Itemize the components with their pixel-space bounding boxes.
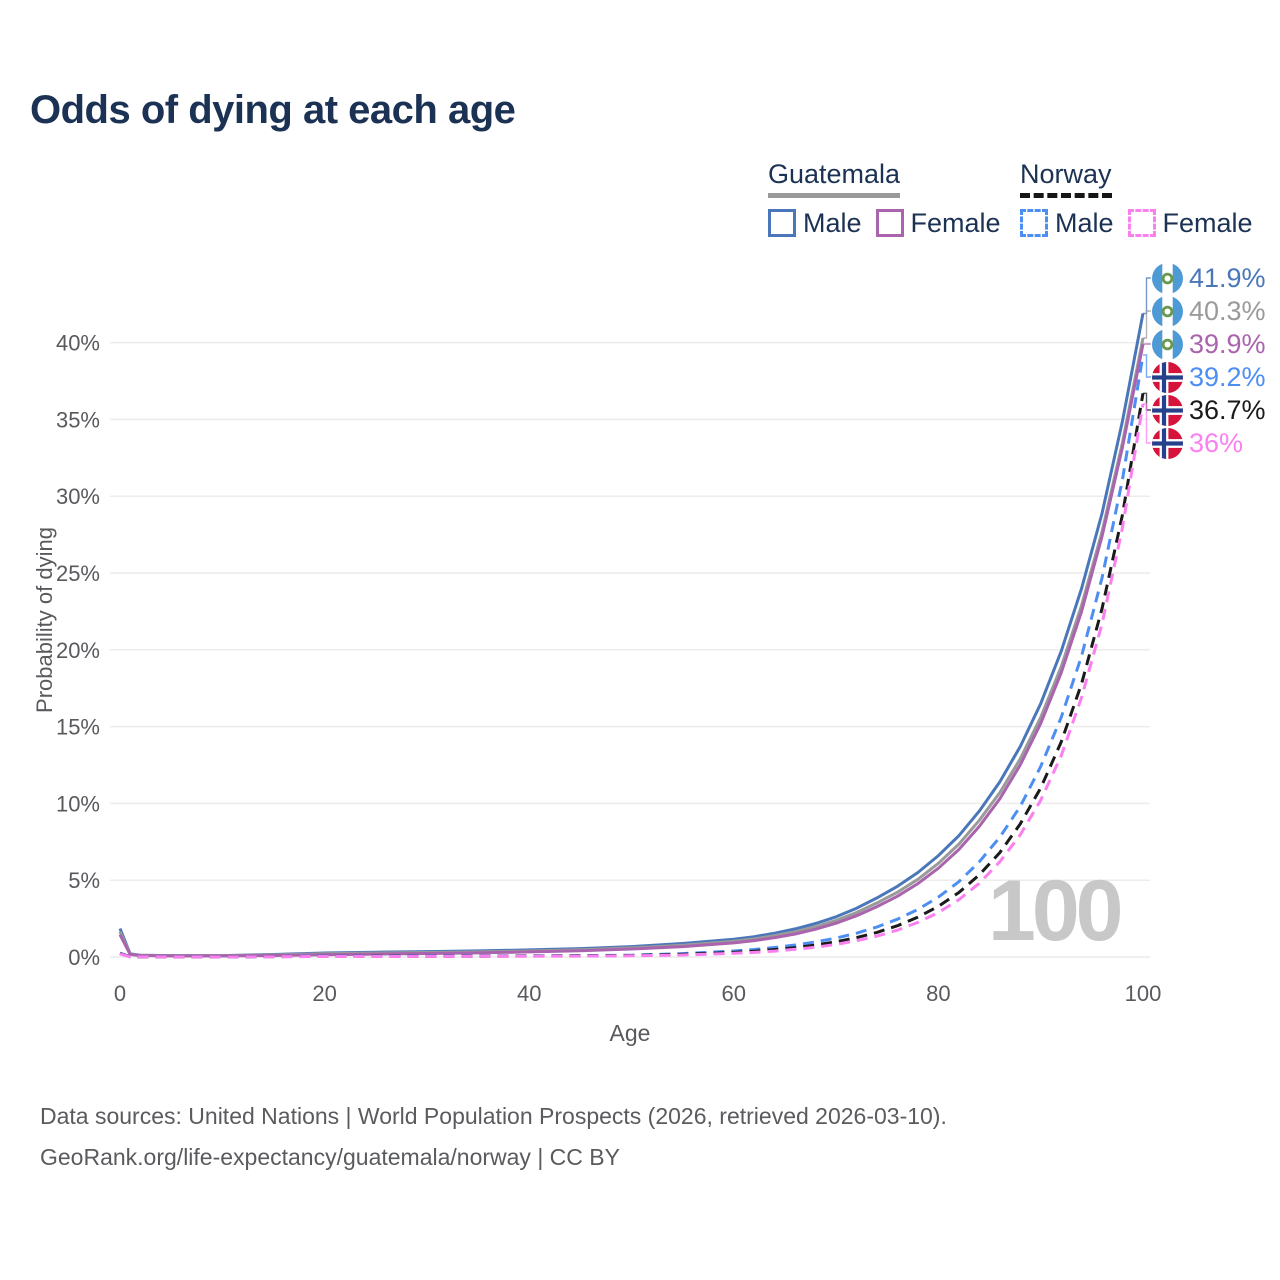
legend-label-guatemala-female: Female [910, 207, 1001, 238]
legend-swatch-norway-female[interactable] [1127, 209, 1156, 238]
y-tick-label: 20% [56, 638, 100, 663]
x-tick-label: 60 [722, 981, 746, 1006]
x-tick-label: 20 [312, 981, 336, 1006]
y-tick-label: 25% [56, 561, 100, 586]
y-tick-label: 0% [68, 945, 100, 970]
series-line-guatemala-male [118, 313, 1145, 958]
series-end-label-guatemala-female: 39.9% [1152, 328, 1266, 360]
page-title: Odds of dying at each age [30, 88, 516, 132]
end-label-connector [1143, 354, 1151, 378]
end-value: 36% [1189, 427, 1244, 458]
y-tick-label: 35% [56, 407, 100, 432]
x-axis-ticks: 0 20 40 60 80 100 [114, 981, 1161, 1006]
legend-label-norway-male: Male [1055, 207, 1114, 238]
guatemala-flag-icon [1152, 295, 1183, 327]
y-tick-label: 30% [56, 484, 100, 509]
series-lines [118, 313, 1145, 959]
end-value: 40.3% [1189, 295, 1266, 326]
guatemala-flag-icon [1152, 328, 1183, 360]
legend-row-norway: Male Female [1020, 208, 1267, 239]
end-label-connector [1143, 310, 1151, 339]
age-counter-watermark: 100 [988, 863, 1123, 959]
legend-swatch-guatemala-male[interactable] [768, 209, 796, 238]
legend-swatch-norway-male[interactable] [1020, 209, 1048, 238]
legend-swatch-guatemala-female[interactable] [875, 209, 904, 238]
x-tick-label: 100 [1125, 981, 1162, 1006]
end-label-connector [1143, 392, 1151, 411]
legend-header-guatemala[interactable]: Guatemala [768, 159, 901, 198]
legend-group-guatemala: Guatemala Male Female [768, 159, 1015, 239]
end-value: 39.2% [1189, 361, 1266, 392]
y-axis-ticks: 0% 5% 10% 15% 20% 25% 30% 35% 40% [56, 331, 100, 970]
y-tick-label: 5% [68, 868, 100, 893]
norway-flag-icon [1152, 394, 1183, 426]
y-tick-label: 15% [56, 715, 100, 740]
norway-flag-icon [1152, 361, 1183, 393]
legend-label-guatemala-male: Male [803, 207, 862, 238]
norway-flag-icon [1152, 427, 1183, 459]
end-value: 39.9% [1189, 328, 1266, 359]
series-end-label-norway-both-sexes: 36.7% [1152, 394, 1266, 426]
series-line-norway-female [119, 403, 1145, 959]
legend-label-norway-female: Female [1162, 207, 1253, 238]
x-tick-label: 80 [926, 981, 950, 1006]
legend-item-guatemala-female[interactable]: Female [875, 207, 1001, 239]
end-label-connectors [1143, 277, 1151, 444]
x-tick-label: 40 [517, 981, 541, 1006]
legend-item-guatemala-male[interactable]: Male [768, 208, 862, 239]
x-axis-title: Age [610, 1020, 651, 1046]
data-sources-line2: GeoRank.org/life-expectancy/guatemala/no… [40, 1143, 620, 1170]
y-tick-label: 40% [56, 331, 100, 356]
x-tick-label: 0 [114, 981, 126, 1006]
series-end-label-norway-female: 36% [1152, 427, 1243, 459]
legend-item-norway-male[interactable]: Male [1020, 208, 1114, 239]
legend-group-norway: Norway Male Female [1020, 159, 1267, 239]
series-end-label-guatemala-both-sexes: 40.3% [1152, 295, 1266, 327]
data-sources-line1: Data sources: United Nations | World Pop… [40, 1103, 947, 1129]
y-tick-label: 10% [56, 791, 100, 816]
series-end-label-guatemala-male: 41.9% [1152, 262, 1266, 294]
legend-row-guatemala: Male Female [768, 208, 1015, 239]
end-label-connector [1143, 403, 1151, 444]
legend-header-norway[interactable]: Norway [1020, 159, 1112, 198]
guatemala-flag-icon [1152, 262, 1183, 294]
legend-item-norway-female[interactable]: Female [1127, 207, 1253, 239]
end-value: 36.7% [1189, 394, 1266, 425]
end-value: 41.9% [1189, 262, 1266, 293]
series-end-label-norway-male: 39.2% [1152, 361, 1266, 393]
data-sources: Data sources: United Nations | World Pop… [40, 1096, 947, 1178]
end-label-connector [1143, 277, 1151, 315]
